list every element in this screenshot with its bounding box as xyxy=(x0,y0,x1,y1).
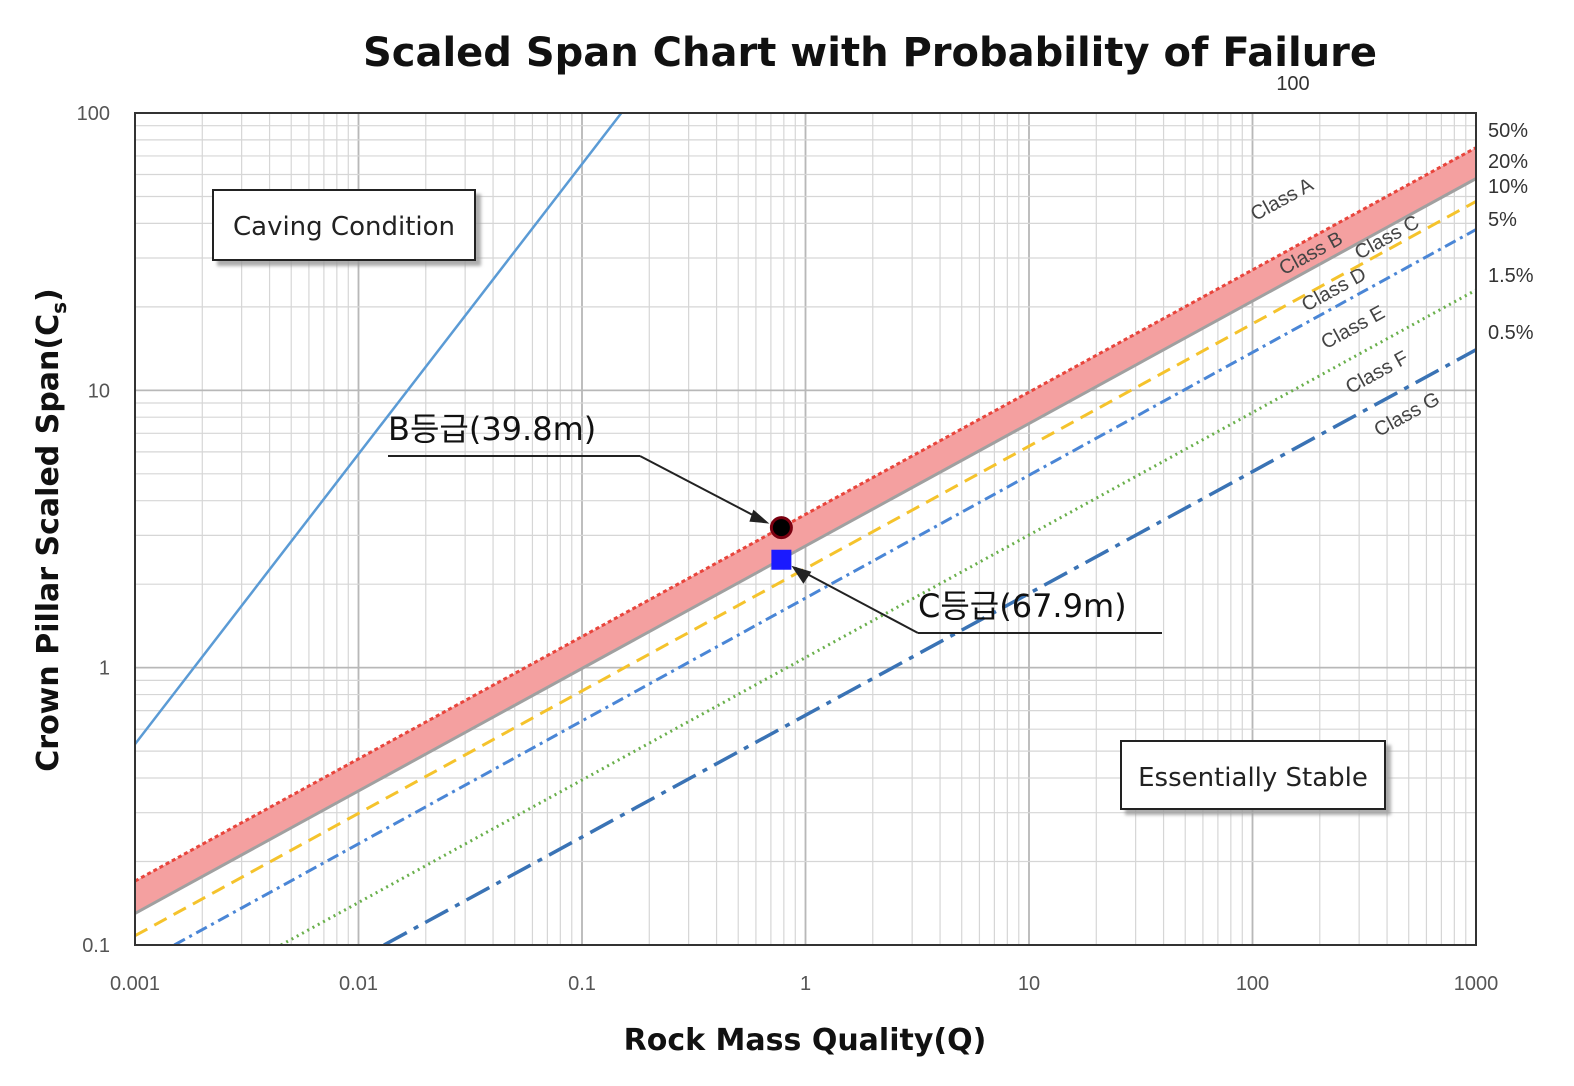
essentially-stable-box: Essentially Stable xyxy=(1120,740,1386,810)
probability-labels: 50% 20% 10% 5% 1.5% 0.5% xyxy=(1488,120,1534,344)
probability-label: 10% xyxy=(1488,176,1528,198)
point-b-grade xyxy=(769,516,793,540)
x-axis-title: Rock Mass Quality(Q) xyxy=(624,1023,987,1058)
x-tick-label: 0.1 xyxy=(568,973,596,995)
top-line-label: 100 xyxy=(1276,73,1309,95)
caving-condition-box: Caving Condition xyxy=(212,189,476,261)
band-b-c xyxy=(135,147,1476,914)
x-tick-label: 0.01 xyxy=(339,973,378,995)
chart-title: Scaled Span Chart with Probability of Fa… xyxy=(363,30,1377,76)
failure-band xyxy=(135,147,1476,914)
essentially-stable-label: Essentially Stable xyxy=(1138,763,1368,793)
y-axis-title-main: Crown Pillar Scaled Span(C xyxy=(31,314,66,772)
annotation-c-leader xyxy=(794,566,919,634)
y-tick-labels: 0.1 1 10 100 xyxy=(77,103,110,957)
y-axis-title-sub: s xyxy=(47,302,71,314)
line-class-e xyxy=(173,228,1476,945)
annotation-b-grade: B등급(39.8m) xyxy=(388,410,596,448)
annotation-b-arrowhead xyxy=(749,509,770,524)
point-annotations: B등급(39.8m) C등급(67.9m) xyxy=(388,410,1162,634)
line-class-g xyxy=(383,348,1476,945)
x-tick-label: 100 xyxy=(1236,973,1269,995)
probability-label: 1.5% xyxy=(1488,265,1534,287)
probability-label: 0.5% xyxy=(1488,322,1534,344)
class-lines xyxy=(135,113,1476,945)
y-axis-title: Crown Pillar Scaled Span(Cs) xyxy=(31,288,71,771)
y-tick-label: 10 xyxy=(88,380,110,402)
y-tick-label: 100 xyxy=(77,103,110,125)
point-c-grade xyxy=(771,549,792,570)
line-class-c xyxy=(135,177,1476,915)
annotation-c-arrowhead xyxy=(791,565,812,584)
y-tick-label: 1 xyxy=(99,658,110,680)
y-axis-title-close: ) xyxy=(31,288,66,302)
annotation-b-leader xyxy=(639,455,766,523)
x-tick-label: 1 xyxy=(800,973,811,995)
line-class-f xyxy=(280,288,1476,945)
line-class-a xyxy=(135,113,623,745)
probability-label: 5% xyxy=(1488,209,1517,231)
data-points xyxy=(769,516,793,570)
x-tick-label: 10 xyxy=(1018,973,1040,995)
plot-frame xyxy=(134,112,1477,946)
x-tick-labels: 0.001 0.01 0.1 1 10 100 1000 xyxy=(110,973,1498,995)
annotation-c-grade: C등급(67.9m) xyxy=(918,587,1127,625)
line-class-d xyxy=(135,200,1476,938)
probability-label: 20% xyxy=(1488,151,1528,173)
probability-label: 50% xyxy=(1488,120,1528,142)
line-class-b xyxy=(135,146,1476,883)
x-tick-label: 1000 xyxy=(1454,973,1499,995)
y-tick-label: 0.1 xyxy=(82,935,110,957)
x-tick-label: 0.001 xyxy=(110,973,160,995)
label-class-a: Class A xyxy=(1247,173,1318,225)
caving-condition-label: Caving Condition xyxy=(233,212,455,242)
